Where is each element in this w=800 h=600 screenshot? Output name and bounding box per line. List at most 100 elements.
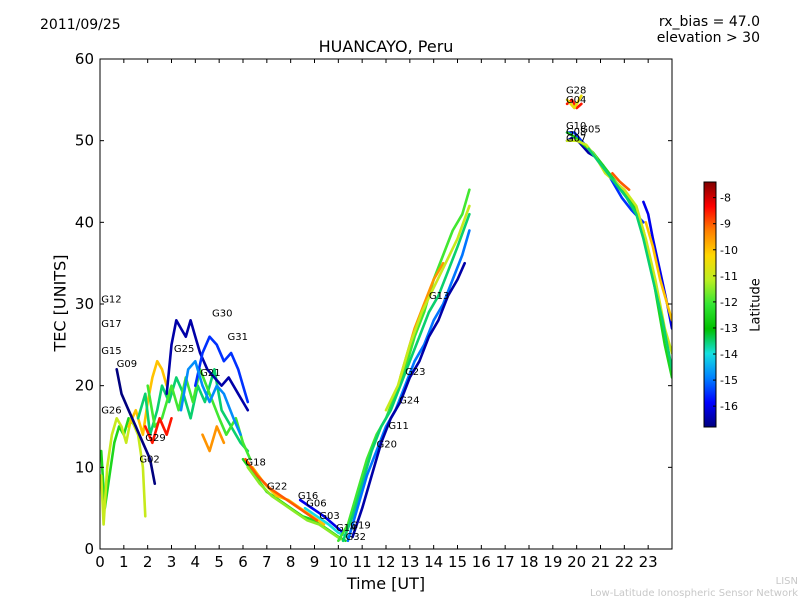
satellite-label: G22: [267, 481, 287, 492]
y-tick-label: 10: [75, 458, 94, 476]
x-tick-label: 18: [519, 553, 538, 571]
x-tick-label: 8: [286, 553, 296, 571]
y-tick-label: 20: [75, 377, 94, 395]
x-axis-label: Time [UT]: [346, 574, 426, 593]
tec-series-night-low-3: [127, 359, 168, 437]
colorbar-tick-label: -8: [720, 192, 731, 205]
x-tick-label: 17: [496, 553, 515, 571]
satellite-label: G20: [376, 440, 396, 451]
satellite-label: G05: [580, 125, 600, 136]
x-tick-label: 19: [543, 553, 562, 571]
tec-series-decay-2: [246, 465, 343, 541]
x-tick-label: 22: [615, 553, 634, 571]
tec-series-rise-1: [336, 188, 471, 543]
tec-series-rise-6: [384, 204, 471, 412]
satellite-label: G23: [405, 367, 425, 378]
satellite-label: G08: [566, 127, 586, 138]
colorbar-tick-label: -14: [720, 348, 738, 361]
y-tick-label: 60: [75, 50, 94, 68]
tec-series-high-arc-1: [165, 318, 250, 412]
satellite-label: G31: [228, 332, 248, 343]
colorbar-tick-label: -10: [720, 244, 738, 257]
satellite-label: G29: [145, 433, 165, 444]
tec-series-decay-4: [244, 457, 319, 522]
tec-series-high-arc-3: [179, 359, 242, 437]
tec-series-night-mid-3: [144, 416, 173, 445]
y-tick-label: 0: [84, 540, 94, 558]
satellite-label: G03: [319, 511, 339, 522]
satellite-label: G28: [566, 85, 586, 96]
x-tick-label: 15: [448, 553, 467, 571]
colorbar-tick-label: -16: [720, 400, 738, 413]
x-tick-label: 12: [376, 553, 395, 571]
footer-line-1: LISN: [775, 576, 798, 587]
x-tick-label: 2: [143, 553, 153, 571]
x-tick-label: 21: [591, 553, 610, 571]
parameters-label: rx_bias = 47.0 elevation > 30: [657, 14, 760, 46]
x-tick-label: 14: [424, 553, 443, 571]
colorbar-tick-label: -13: [720, 322, 738, 335]
tec-series-night-mid-4: [201, 425, 226, 453]
tec-series-rise-4: [351, 261, 467, 539]
satellite-label: G13: [429, 291, 449, 302]
x-tick-label: 10: [329, 553, 348, 571]
colorbar: [703, 181, 717, 428]
y-tick-label: 30: [75, 295, 94, 313]
x-tick-label: 23: [639, 553, 658, 571]
tec-series-eve-6: [565, 139, 672, 355]
y-tick-label: 40: [75, 213, 94, 231]
x-tick-label: 13: [400, 553, 419, 571]
satellite-label: G06: [306, 499, 326, 510]
satellite-label: G16: [298, 491, 318, 502]
y-tick-label: 50: [75, 132, 94, 150]
x-tick-label: 6: [238, 553, 248, 571]
x-tick-label: 20: [567, 553, 586, 571]
x-tick-label: 16: [472, 553, 491, 571]
tec-series-rise-3: [346, 229, 471, 543]
satellite-label: G30: [212, 308, 232, 319]
x-tick-label: 4: [191, 553, 201, 571]
satellite-label: G12: [101, 294, 121, 305]
satellite-label: G17: [101, 319, 121, 330]
tec-series-eve-8: [587, 147, 672, 371]
tec-series-eve-7: [611, 172, 631, 191]
tec-series-eve-10: [644, 221, 672, 322]
tec-series-decay-1: [241, 457, 347, 543]
satellite-label: G04: [566, 95, 586, 106]
satellite-label: G02: [139, 454, 159, 465]
colorbar-tick-label: -15: [720, 374, 738, 387]
satellite-label: G32: [345, 532, 365, 543]
tec-series-night-mid-2: [146, 367, 252, 461]
colorbar-tick-label: -12: [720, 296, 738, 309]
satellite-label: G07: [566, 133, 586, 144]
satellite-label: G15: [101, 346, 121, 357]
tec-series-rise-2: [341, 212, 471, 543]
satellite-label: G14: [336, 523, 356, 534]
x-tick-label: 11: [353, 553, 372, 571]
satellite-label: G11: [388, 421, 408, 432]
satellite-label: G21: [200, 368, 220, 379]
satellite-label: G26: [101, 405, 121, 416]
footer-credit: LISN Low-Latitude Ionospheric Sensor Net…: [590, 576, 798, 600]
x-tick-label: 0: [95, 553, 105, 571]
tec-series-decay-5: [298, 498, 345, 535]
x-tick-label: 5: [214, 553, 224, 571]
rx-bias-text: rx_bias = 47.0: [658, 14, 760, 30]
tec-series-high-arc-2: [194, 335, 250, 404]
chart-title: HUANCAYO, Peru: [318, 37, 454, 56]
colorbar-tick-label: -11: [720, 270, 738, 283]
satellite-label: G09: [117, 359, 137, 370]
x-tick-label: 7: [262, 553, 272, 571]
satellite-label: G10: [566, 121, 586, 132]
satellite-label: G18: [245, 458, 265, 469]
x-tick-label: 9: [310, 553, 320, 571]
colorbar-tick-label: -9: [720, 218, 731, 231]
elevation-text: elevation > 30: [656, 30, 760, 46]
tec-series-high-arc-4: [115, 367, 157, 486]
tec-series-eve-2: [565, 94, 583, 110]
date-label: 2011/09/25: [40, 17, 121, 33]
tec-series-night-low-2: [100, 416, 147, 526]
satellite-label: G24: [399, 396, 419, 407]
